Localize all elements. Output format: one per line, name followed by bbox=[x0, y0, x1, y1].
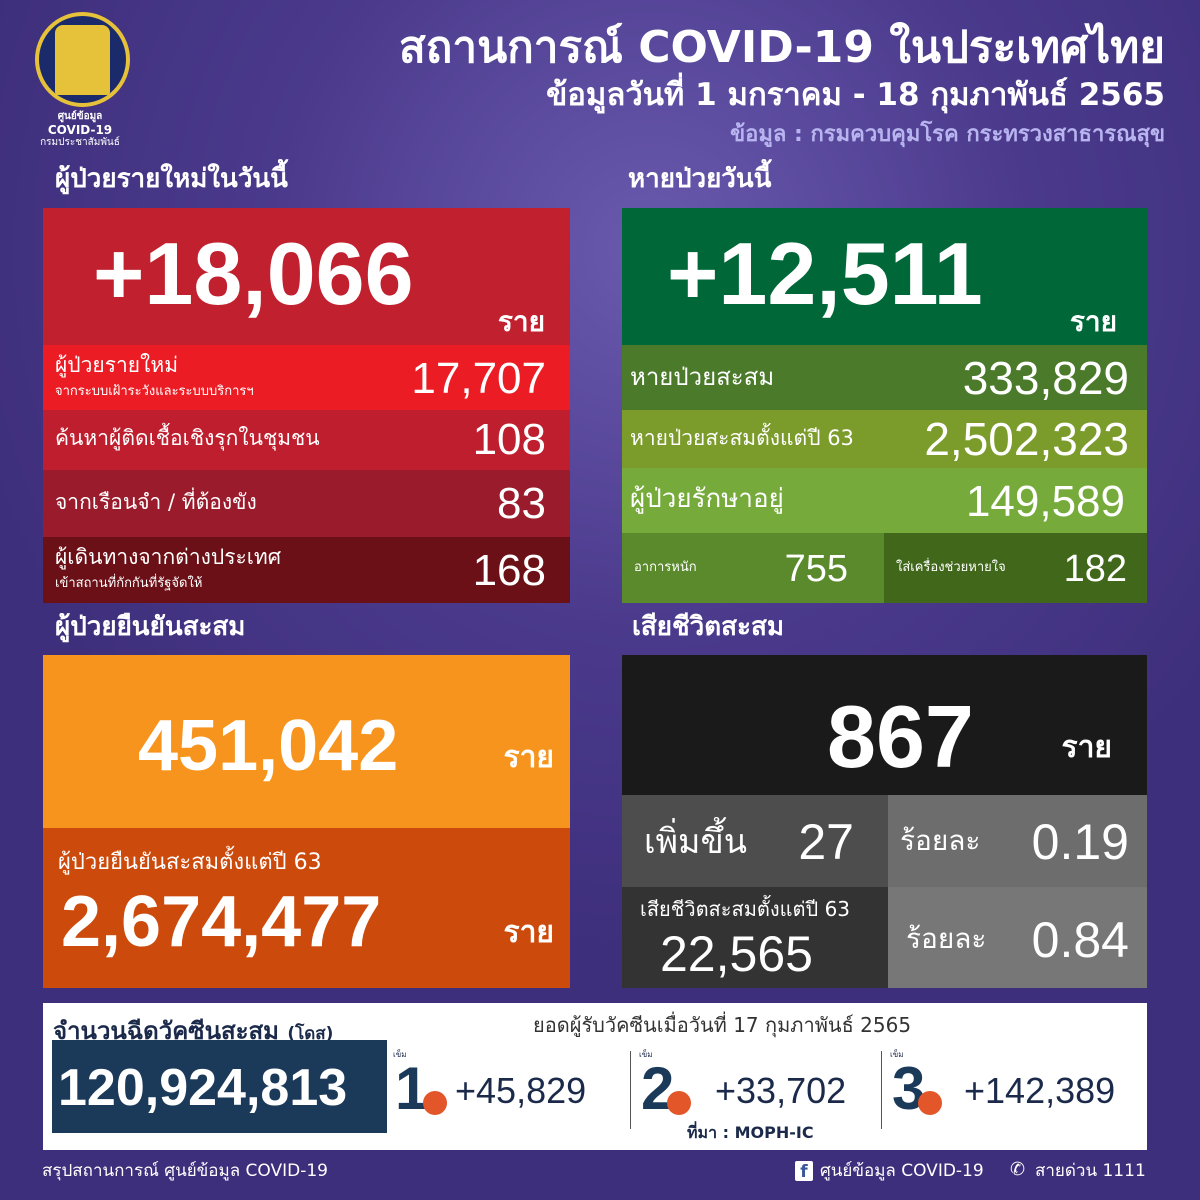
row-value: 83 bbox=[497, 479, 546, 528]
row-sublabel: เข้าสถานที่กักกันที่รัฐจัดให้ bbox=[55, 576, 203, 591]
row-value: 149,589 bbox=[965, 477, 1125, 526]
deaths-total-panel: 867 ราย bbox=[622, 655, 1147, 795]
confirmed-since63-value: 2,674,477 bbox=[61, 882, 382, 962]
dose-label: เข็ม bbox=[890, 1050, 904, 1059]
deaths-total: 867 bbox=[827, 687, 974, 786]
vaccine-total-box: 120,924,813 bbox=[52, 1040, 387, 1133]
row-sublabel: จากระบบเฝ้าระวังและระบบบริการฯ bbox=[55, 384, 254, 399]
data-source: ข้อมูล : กรมควบคุมโรค กระทรวงสาธารณสุข bbox=[730, 122, 1165, 147]
dose-label: เข็ม bbox=[393, 1050, 407, 1059]
severe-label: อาการหนัก bbox=[634, 560, 697, 575]
ventilator-label: ใส่เครื่องช่วยหายใจ bbox=[896, 560, 1006, 575]
divider bbox=[630, 1051, 631, 1129]
row-value: 168 bbox=[472, 546, 546, 595]
row-value: 333,829 bbox=[962, 352, 1129, 404]
row-label: ค้นหาผู้ติดเชื้อเชิงรุกในชุมชน bbox=[55, 426, 320, 450]
ventilator-value: 182 bbox=[1063, 548, 1127, 590]
row-value: 108 bbox=[472, 415, 546, 464]
new-cases-unit: ราย bbox=[497, 305, 545, 338]
ventilator-cell: ใส่เครื่องช่วยหายใจ 182 bbox=[884, 533, 1147, 603]
recovered-row: หายป่วยสะสมตั้งแต่ปี 63 2,502,323 bbox=[622, 410, 1147, 468]
dose-value: +142,389 bbox=[964, 1070, 1116, 1111]
deaths-unit: ราย bbox=[1061, 730, 1112, 765]
new-cases-row: ผู้ป่วยรายใหม่ จากระบบเฝ้าระวังและระบบบร… bbox=[43, 345, 570, 410]
confirmed-since63-label: ผู้ป่วยยืนยันสะสมตั้งแต่ปี 63 bbox=[58, 850, 322, 875]
row-label: หายป่วยสะสมตั้งแต่ปี 63 bbox=[630, 426, 854, 450]
increase-label: เพิ่มขึ้น bbox=[644, 822, 747, 862]
divider bbox=[881, 1051, 882, 1129]
vaccine-source: ที่มา : MOPH-IC bbox=[687, 1123, 814, 1142]
increase-value: 27 bbox=[798, 814, 854, 870]
row-value: 17,707 bbox=[411, 354, 546, 403]
confirmed-since63-panel: ผู้ป่วยยืนยันสะสมตั้งแต่ปี 63 2,674,477 … bbox=[43, 828, 570, 988]
deaths-since63-value: 22,565 bbox=[660, 926, 813, 982]
deaths-pct63-cell: ร้อยละ 0.84 bbox=[888, 887, 1147, 988]
pct-label: ร้อยละ bbox=[900, 824, 981, 857]
confirmed-total: 451,042 bbox=[138, 706, 399, 786]
virus-syringe-icon bbox=[667, 1091, 691, 1115]
severe-value: 755 bbox=[784, 548, 848, 590]
recovered-row: หายป่วยสะสม 333,829 bbox=[622, 345, 1147, 410]
deaths-since63-label: เสียชีวิตสะสมตั้งแต่ปี 63 bbox=[640, 897, 851, 921]
vaccine-daily-heading: ยอดผู้รับวัคซีนเมื่อวันที่ 17 กุมภาพันธ์… bbox=[533, 1013, 912, 1037]
virus-syringe-icon bbox=[918, 1091, 942, 1115]
pct63-value: 0.84 bbox=[1031, 912, 1129, 968]
phone-icon: ✆ bbox=[1010, 1159, 1026, 1180]
logo-line2: COVID-19 bbox=[47, 123, 113, 137]
deaths-since63-cell: เสียชีวิตสะสมตั้งแต่ปี 63 22,565 bbox=[622, 887, 888, 988]
new-cases-total-panel: +18,066 ราย bbox=[43, 208, 570, 345]
severe-cell: อาการหนัก 755 bbox=[622, 533, 884, 603]
footer-facebook[interactable]: ศูนย์ข้อมูล COVID-19 bbox=[820, 1161, 984, 1181]
footer-left: สรุปสถานการณ์ ศูนย์ข้อมูล COVID-19 bbox=[42, 1161, 328, 1181]
page-title: สถานการณ์ COVID-19 ในประเทศไทย bbox=[398, 22, 1165, 73]
date-range: ข้อมูลวันที่ 1 มกราคม - 18 กุมภาพันธ์ 25… bbox=[546, 77, 1165, 113]
dose-number: 1 bbox=[395, 1055, 429, 1122]
row-label: ผู้เดินทางจากต่างประเทศ bbox=[55, 545, 282, 569]
virus-syringe-icon bbox=[423, 1091, 447, 1115]
row-value: 2,502,323 bbox=[924, 413, 1129, 465]
confirmed-heading: ผู้ป่วยยืนยันสะสม bbox=[55, 612, 246, 642]
recovered-row: ผู้ป่วยรักษาอยู่ 149,589 bbox=[622, 468, 1147, 533]
deaths-heading: เสียชีวิตสะสม bbox=[632, 612, 784, 642]
vaccine-total: 120,924,813 bbox=[58, 1059, 348, 1117]
confirmed-total-panel: 451,042 ราย bbox=[43, 655, 570, 828]
row-label: ผู้ป่วยรายใหม่ bbox=[55, 353, 179, 377]
footer-hotline[interactable]: สายด่วน 1111 bbox=[1035, 1161, 1146, 1181]
new-cases-row: จากเรือนจำ / ที่ต้องขัง 83 bbox=[43, 470, 570, 537]
deaths-increase-cell: เพิ่มขึ้น 27 bbox=[622, 795, 888, 887]
row-label: หายป่วยสะสม bbox=[630, 363, 775, 391]
recovered-total: +12,511 bbox=[667, 224, 983, 323]
confirmed-since63-unit: ราย bbox=[503, 915, 554, 950]
vaccine-heading: จำนวนฉีดวัคซีนสะสม (โดส) bbox=[53, 1019, 333, 1043]
pct63-label: ร้อยละ bbox=[906, 922, 987, 955]
dose-value: +33,702 bbox=[715, 1070, 847, 1111]
logo-line1: ศูนย์ข้อมูล bbox=[57, 111, 103, 122]
facebook-icon[interactable]: f bbox=[795, 1161, 813, 1182]
new-cases-row: ค้นหาผู้ติดเชื้อเชิงรุกในชุมชน 108 bbox=[43, 410, 570, 470]
new-cases-heading: ผู้ป่วยรายใหม่ในวันนี้ bbox=[55, 164, 288, 194]
government-seal-logo bbox=[35, 12, 130, 107]
recovered-unit: ราย bbox=[1069, 305, 1117, 338]
new-cases-total: +18,066 bbox=[93, 224, 414, 323]
recovered-total-panel: +12,511 ราย bbox=[622, 208, 1147, 345]
row-label: จากเรือนจำ / ที่ต้องขัง bbox=[55, 490, 257, 514]
deaths-pct-cell: ร้อยละ 0.19 bbox=[888, 795, 1147, 887]
logo-line3: กรมประชาสัมพันธ์ bbox=[40, 137, 120, 148]
recovered-heading: หายป่วยวันนี้ bbox=[628, 164, 772, 194]
vaccine-heading-text: จำนวนฉีดวัคซีนสะสม bbox=[53, 1017, 279, 1045]
dose-label: เข็ม bbox=[639, 1050, 653, 1059]
confirmed-unit: ราย bbox=[503, 740, 554, 775]
row-label: ผู้ป่วยรักษาอยู่ bbox=[630, 484, 784, 514]
dose-value: +45,829 bbox=[455, 1070, 587, 1111]
new-cases-row: ผู้เดินทางจากต่างประเทศ เข้าสถานที่กักกั… bbox=[43, 537, 570, 603]
pct-value: 0.19 bbox=[1031, 814, 1129, 870]
vaccine-heading-unit: (โดส) bbox=[287, 1024, 334, 1044]
vaccine-panel: จำนวนฉีดวัคซีนสะสม (โดส) 120,924,813 ยอด… bbox=[43, 1003, 1147, 1150]
